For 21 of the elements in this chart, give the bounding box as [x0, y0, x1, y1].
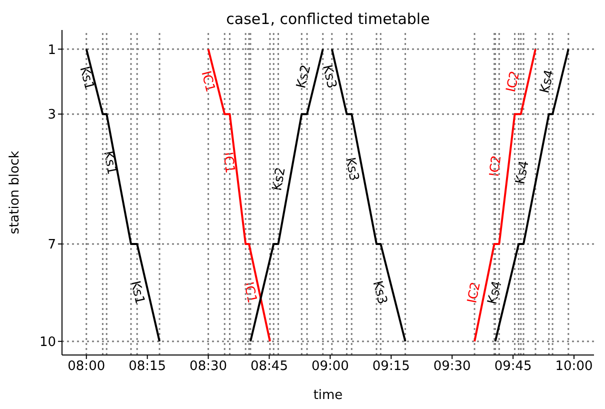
x-tick-label: 09:00 — [311, 359, 349, 374]
x-tick-label: 08:15 — [128, 359, 166, 374]
x-tick-label: 08:00 — [68, 359, 106, 374]
x-tick-label: 10:00 — [555, 359, 593, 374]
x-tick-label: 09:30 — [433, 359, 471, 374]
annotation: IC1 — [198, 70, 218, 94]
annotation: IC2 — [504, 70, 524, 94]
annotation: Ks3 — [319, 64, 339, 90]
x-tick-label: 09:45 — [494, 359, 532, 374]
x-tick-label: 09:15 — [372, 359, 410, 374]
y-tick-label: 7 — [48, 238, 56, 253]
y-tick-label: 10 — [39, 334, 56, 350]
x-axis-title: time — [313, 388, 343, 403]
annotation: Ks4 — [538, 68, 558, 95]
x-tick-label: 08:30 — [190, 359, 228, 374]
y-tick-label: 1 — [48, 42, 56, 58]
annotation: IC2 — [465, 280, 484, 305]
y-axis-title: station block — [8, 150, 23, 234]
y-tick-label: 3 — [48, 108, 56, 123]
chart-title: case1, conflicted timetable — [225, 10, 431, 28]
x-tick-label: 08:45 — [250, 359, 288, 374]
